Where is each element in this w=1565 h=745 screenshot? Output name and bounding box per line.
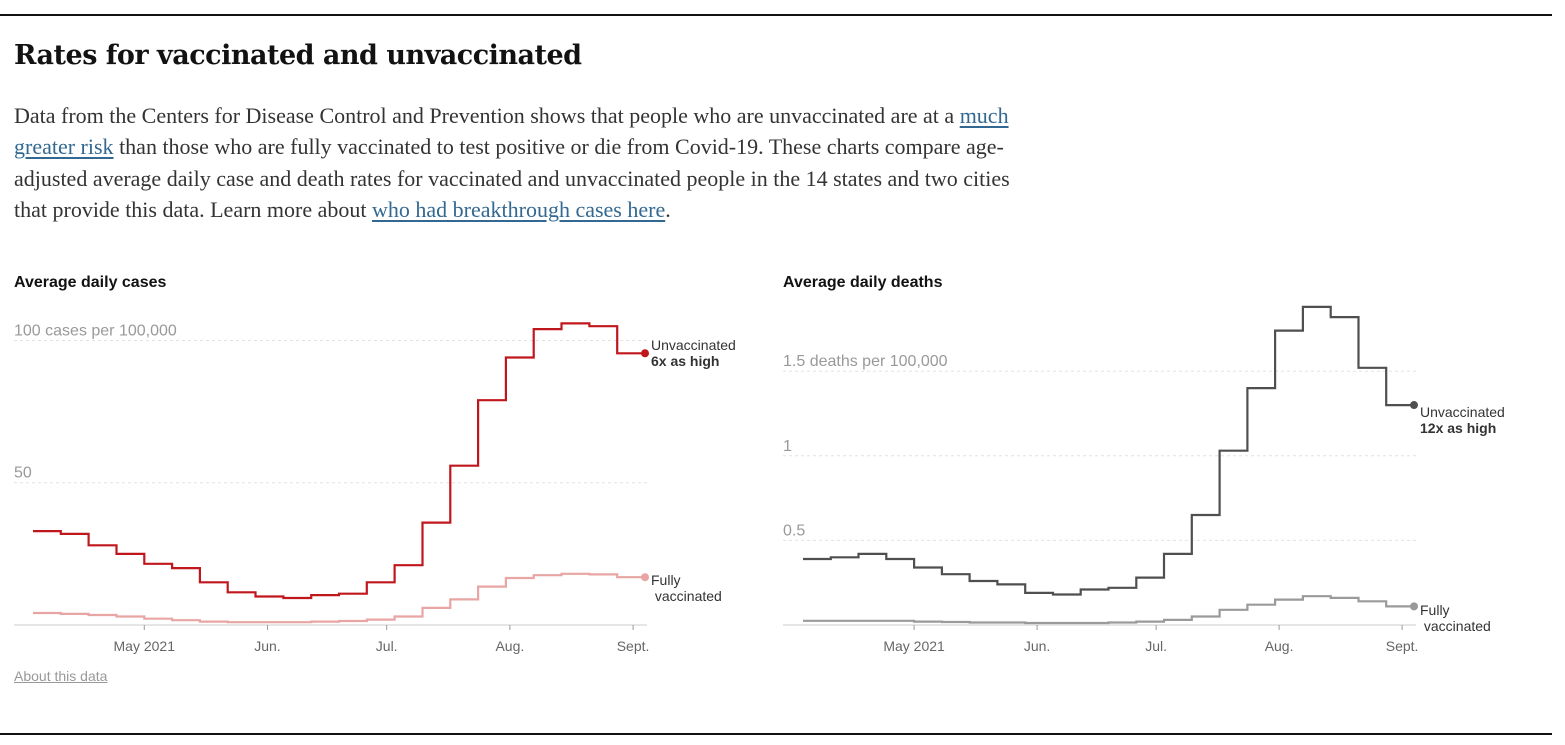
- cases-unvaccinated-line: [33, 322, 645, 600]
- cases-x-tick-label: May 2021: [114, 638, 176, 654]
- cases-x-tick-label: Aug.: [495, 638, 524, 654]
- deaths-unvaccinated-end-dot: [1410, 401, 1418, 410]
- much-greater-risk-link[interactable]: much greater risk: [14, 103, 1009, 160]
- cases-unvaccinated-end-dot: [641, 349, 649, 358]
- deaths-y-tick-label: 1.5 deaths per 100,000: [783, 353, 948, 370]
- cases-chart-title: Average daily cases: [14, 274, 167, 291]
- deaths-x-tick-label: Aug.: [1265, 638, 1294, 654]
- about-this-data-link[interactable]: About this data: [14, 668, 108, 684]
- cases-y-tick-label: 50: [14, 465, 32, 482]
- intro-text-3: .: [665, 196, 671, 222]
- deaths-x-tick-label: Jun.: [1024, 638, 1050, 654]
- deaths-y-tick-label: 1: [783, 438, 792, 455]
- top-rule: [0, 14, 1552, 16]
- cases-x-tick-label: Jul.: [376, 638, 398, 654]
- bottom-rule: [0, 733, 1552, 735]
- deaths-chart-title: Average daily deaths: [783, 274, 943, 291]
- cases-y-tick-label: 100 cases per 100,000: [14, 322, 177, 339]
- deaths-x-tick-label: May 2021: [883, 638, 945, 654]
- deaths-vaccinated-end-dot: [1410, 602, 1418, 611]
- intro-text-2: than those who are fully vaccinated to t…: [14, 134, 1010, 222]
- deaths-unvaccinated-line: [803, 305, 1414, 596]
- deaths-vaccinated-label: Fully vaccinated: [1420, 602, 1491, 634]
- breakthrough-cases-link[interactable]: who had breakthrough cases here: [372, 196, 666, 222]
- page-title: Rates for vaccinated and unvaccinated: [14, 40, 582, 71]
- cases-vaccinated-label: Fully vaccinated: [651, 572, 722, 604]
- intro-paragraph: Data from the Centers for Disease Contro…: [14, 100, 1034, 225]
- cases-vaccinated-line: [33, 572, 645, 624]
- deaths-vaccinated-line: [803, 595, 1414, 625]
- deaths-ratio-annotation: 12x as high: [1420, 420, 1496, 436]
- cases-chart: 50 100 cases per 100,000 May 2021 Jun. Jul. A…: [14, 322, 736, 654]
- deaths-unvaccinated-label: Unvaccinated: [1420, 404, 1505, 420]
- cases-ratio-annotation: 6x as high: [651, 353, 719, 369]
- cases-unvaccinated-label: Unvaccinated: [651, 337, 736, 353]
- deaths-x-tick-label: Jul.: [1145, 638, 1167, 654]
- cases-x-tick-label: Jun.: [254, 638, 280, 654]
- intro-text-1: Data from the Centers for Disease Contro…: [14, 103, 960, 128]
- cases-x-tick-label: Sept.: [617, 638, 650, 654]
- cases-vaccinated-end-dot: [641, 573, 649, 582]
- deaths-y-tick-label: 0.5: [783, 522, 805, 539]
- deaths-x-tick-label: Sept.: [1386, 638, 1419, 654]
